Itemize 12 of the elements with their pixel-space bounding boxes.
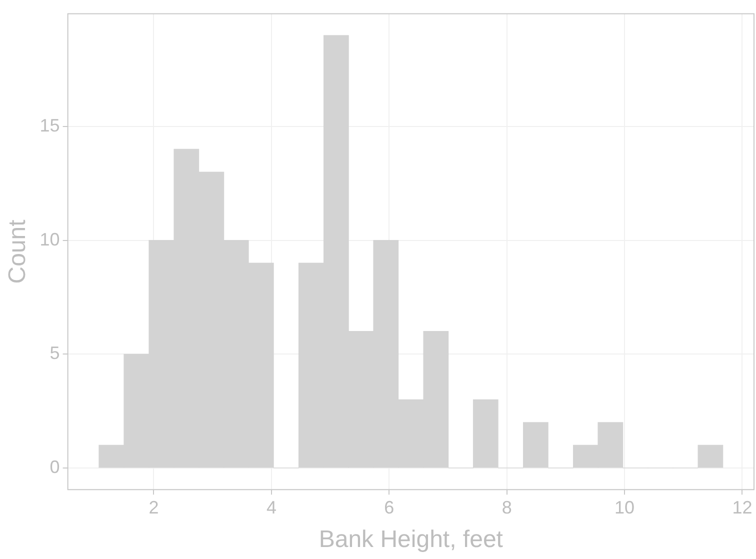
- y-tick-label: 5: [50, 343, 60, 364]
- x-tick-label: 8: [502, 497, 512, 518]
- y-axis-title: Count: [4, 219, 32, 284]
- x-tick-label: 2: [148, 497, 159, 518]
- x-tick-label: 10: [614, 497, 635, 518]
- x-tick-label: 12: [732, 497, 752, 518]
- y-tick-label: 0: [50, 456, 60, 477]
- y-tick-label: 15: [40, 115, 60, 136]
- x-axis-title: Bank Height, feet: [318, 526, 504, 554]
- x-tick-label: 4: [266, 497, 276, 518]
- x-tick-label: 6: [384, 497, 394, 518]
- y-tick-label: 10: [40, 229, 60, 250]
